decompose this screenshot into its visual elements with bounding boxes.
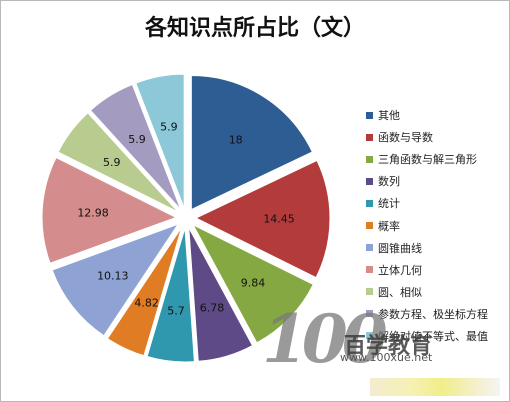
blurred-strip (370, 378, 500, 396)
legend-item: 参数方程、极坐标方程 (366, 303, 488, 325)
legend-item: 其他 (366, 104, 488, 126)
slice-data-label: 10.13 (97, 270, 129, 283)
legend-label: 参数方程、极坐标方程 (378, 307, 488, 321)
pie-slice (146, 227, 195, 363)
legend-swatch (366, 199, 373, 207)
legend-swatch (366, 288, 373, 296)
slice-data-label: 9.84 (241, 277, 266, 290)
slice-data-label: 5.7 (167, 305, 185, 318)
slice-data-label: 18 (229, 133, 243, 146)
legend-swatch (366, 133, 373, 141)
pie-slice (188, 227, 254, 362)
legend-label: 圆、相似 (378, 285, 422, 299)
slice-data-label: 6.78 (200, 301, 225, 314)
pie-slice (57, 112, 179, 213)
legend-swatch (366, 177, 373, 185)
legend-label: 解绝对值不等式、最值 (378, 329, 488, 343)
legend-swatch (366, 244, 373, 252)
watermark-logo: 100 (262, 300, 388, 378)
pie-slice (192, 223, 314, 344)
legend-item: 概率 (366, 214, 488, 236)
legend-item: 统计 (366, 192, 488, 214)
pie-slice (190, 75, 313, 211)
watermark-url: www.100xue.net (340, 351, 433, 364)
slice-data-label: 5.9 (160, 121, 178, 134)
pie-slice (41, 156, 178, 264)
legend-swatch (366, 266, 373, 274)
slice-data-label: 12.98 (77, 207, 109, 220)
legend-label: 三角函数与解三角形 (378, 153, 477, 167)
legend-label: 其他 (378, 109, 400, 123)
slice-data-label: 5.9 (128, 133, 146, 146)
pie-slice (89, 83, 182, 210)
pie-slice (51, 223, 180, 337)
legend-item: 立体几何 (366, 259, 488, 281)
watermark-brand: 百学教育 (344, 333, 433, 359)
legend-item: 解绝对值不等式、最值 (366, 325, 488, 347)
pie-slice (135, 73, 185, 209)
legend-label: 数列 (378, 175, 400, 189)
slice-data-label: 14.45 (263, 213, 295, 226)
legend-swatch (366, 222, 373, 230)
legend-swatch (366, 111, 373, 119)
legend-label: 圆锥曲线 (378, 241, 422, 255)
chart-legend: 其他函数与导数三角函数与解三角形 数列统计概率圆锥曲线立体几何圆、相似参数方程、极… (366, 104, 488, 347)
legend-item: 数列 (366, 170, 488, 192)
slice-data-label: 5.9 (103, 156, 121, 169)
legend-label: 立体几何 (378, 263, 422, 277)
legend-swatch (366, 155, 373, 163)
slice-data-label: 4.82 (134, 296, 159, 309)
legend-item: 圆锥曲线 (366, 237, 488, 259)
legend-label: 概率 (378, 219, 400, 233)
pie-slice (194, 159, 331, 279)
legend-label: 统计 (378, 197, 400, 211)
legend-label: 函数与导数 (378, 131, 433, 145)
legend-item: 三角函数与解三角形 (366, 148, 488, 170)
legend-swatch (366, 310, 373, 318)
chart-title: 各知识点所占比（文） (144, 15, 365, 41)
legend-item: 圆、相似 (366, 281, 488, 303)
legend-item: 函数与导数 (366, 126, 488, 148)
legend-swatch (366, 332, 373, 340)
pie-slice (106, 226, 183, 357)
